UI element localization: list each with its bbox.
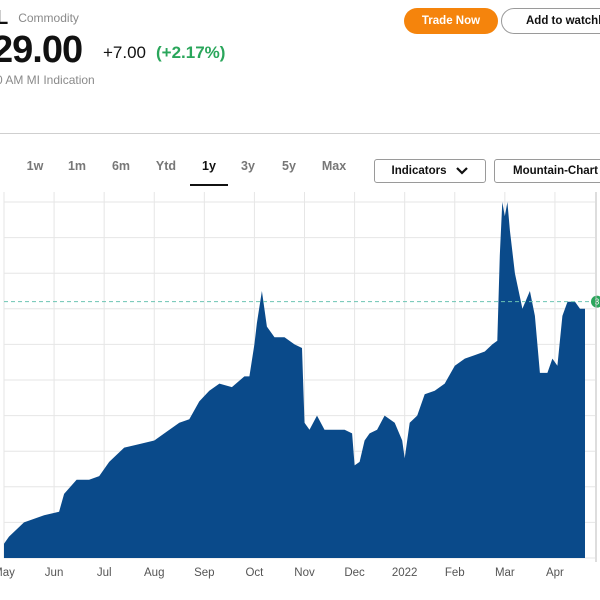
price-chart[interactable]: 3 May Jun Jul Aug Sep Oct Nov Dec 2022 Feb Mar Apr	[0, 192, 600, 600]
instrument-title: L	[0, 6, 9, 29]
price-change-absolute: +7.00	[103, 43, 147, 62]
x-tick-label: Jul	[97, 567, 112, 579]
quote-time-info: 0 AM MI Indication	[0, 73, 95, 87]
x-tick-label: Aug	[144, 567, 164, 579]
price-area-series	[4, 202, 585, 558]
x-tick-label: May	[0, 567, 15, 579]
tab-6m[interactable]: 6m	[111, 159, 131, 173]
header-divider	[0, 133, 600, 134]
x-tick-label: Sep	[194, 567, 214, 579]
x-tick-label: 2022	[392, 567, 418, 579]
indicators-dropdown[interactable]: Indicators	[374, 159, 486, 183]
x-tick-label: Apr	[546, 567, 564, 579]
x-tick-label: Feb	[445, 567, 465, 579]
price-change-percent: (+2.17%)	[156, 43, 226, 62]
chevron-down-icon	[456, 167, 469, 175]
x-tick-label: Nov	[294, 567, 315, 579]
tab-1w[interactable]: 1w	[26, 159, 44, 173]
x-tick-label: Dec	[344, 567, 365, 579]
tab-1m[interactable]: 1m	[67, 159, 87, 173]
tab-5y[interactable]: 5y	[282, 159, 296, 173]
chart-type-dropdown[interactable]: Mountain-Chart	[494, 159, 600, 183]
asset-type-label: Commodity	[18, 11, 79, 25]
tab-ytd[interactable]: Ytd	[155, 159, 177, 173]
x-tick-label: Oct	[245, 567, 264, 579]
trade-now-button[interactable]: Trade Now	[404, 8, 498, 34]
x-tick-label: Mar	[495, 567, 515, 579]
tab-max[interactable]: Max	[321, 159, 347, 173]
add-to-watchlist-button[interactable]: Add to watchlis	[501, 8, 600, 34]
indicators-label: Indicators	[391, 165, 447, 177]
x-tick-label: Jun	[45, 567, 64, 579]
current-price: 29.00	[0, 29, 83, 71]
tab-1y[interactable]: 1y	[190, 152, 228, 186]
current-price-marker-label: 3	[595, 298, 600, 307]
instrument-title-row: L Commodity	[0, 6, 79, 30]
tab-3y[interactable]: 3y	[241, 159, 255, 173]
x-axis-labels: May Jun Jul Aug Sep Oct Nov Dec 2022 Feb Mar Apr	[0, 567, 564, 579]
